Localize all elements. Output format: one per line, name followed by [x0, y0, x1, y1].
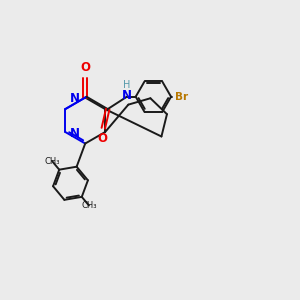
Text: N: N — [122, 89, 132, 102]
Text: O: O — [80, 61, 90, 74]
Text: N: N — [70, 127, 80, 140]
Text: Br: Br — [175, 92, 188, 102]
Text: O: O — [97, 132, 107, 145]
Text: CH₃: CH₃ — [44, 157, 60, 166]
Text: H: H — [123, 80, 130, 90]
Text: CH₃: CH₃ — [81, 201, 97, 210]
Text: N: N — [70, 92, 80, 105]
